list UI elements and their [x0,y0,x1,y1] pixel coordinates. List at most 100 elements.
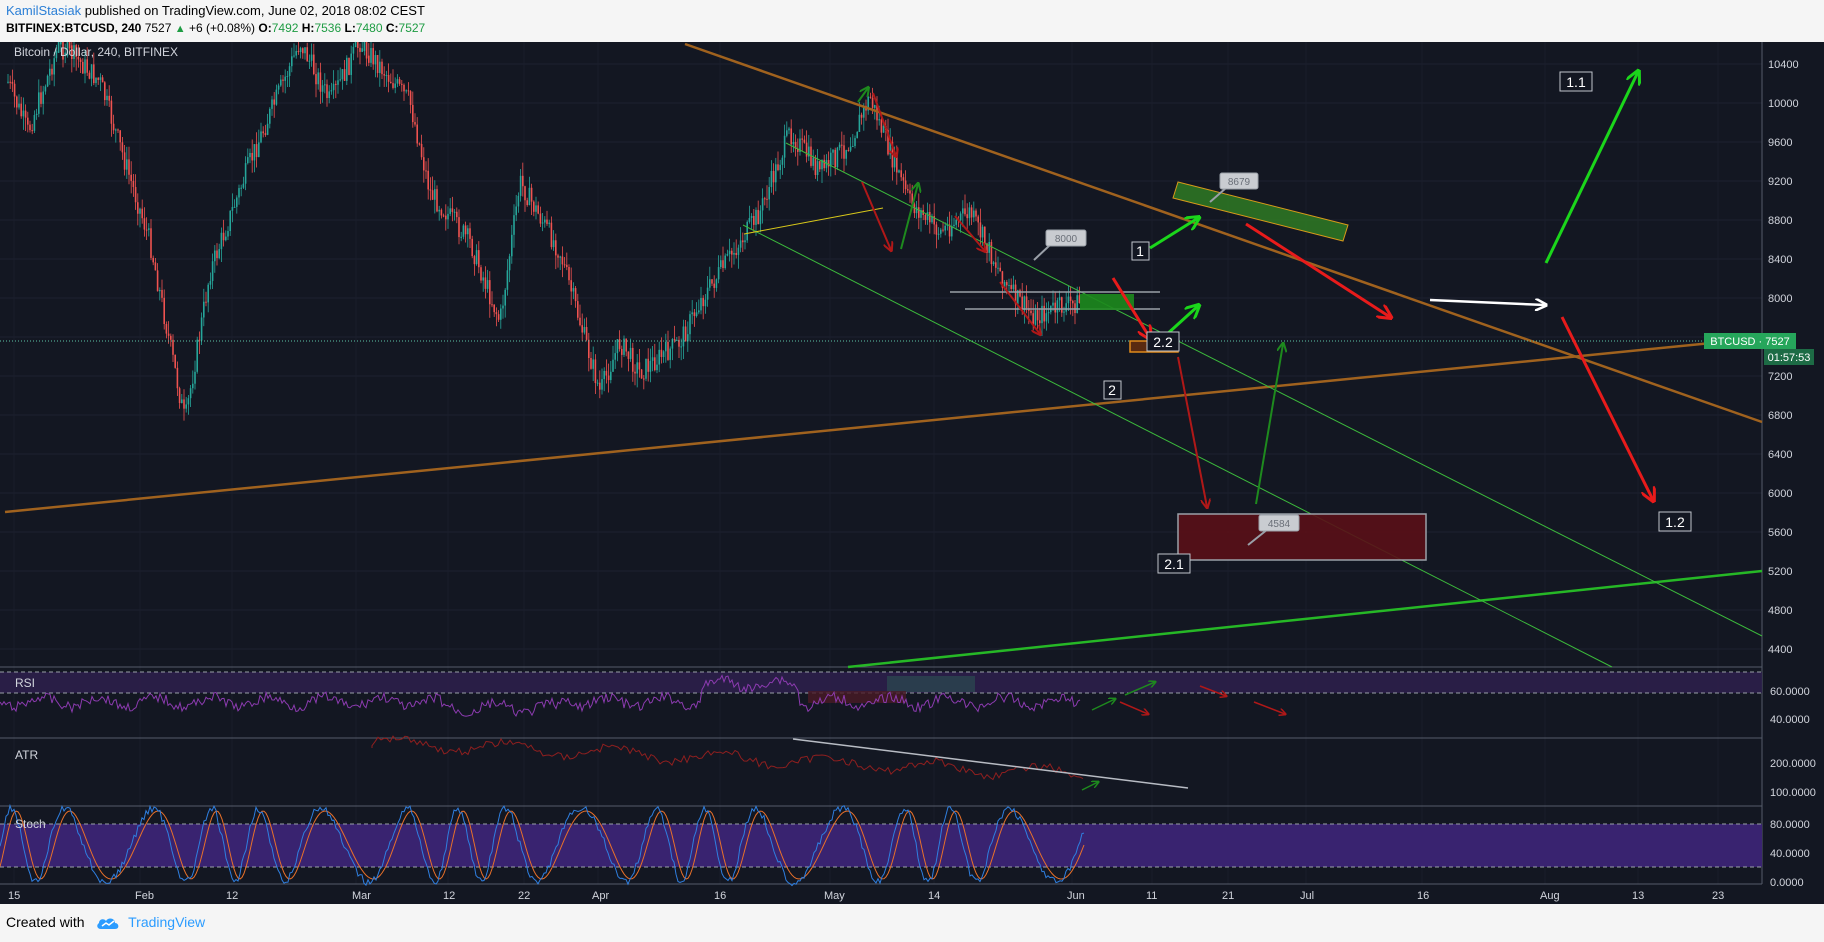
up-arrow[interactable] [1544,72,1638,264]
candle-body [493,304,495,313]
candle-body [132,180,135,188]
label-1-1[interactable]: 1.1 [1559,71,1593,92]
ascending-support-line[interactable] [4,336,1763,514]
callout-8679[interactable]: 8679 [1209,172,1259,203]
rsi-arrow[interactable] [1124,682,1155,696]
neckline[interactable] [743,207,884,235]
label-2[interactable]: 2 [1103,380,1122,400]
candle-body [273,99,275,105]
down-arrow[interactable] [1245,222,1390,317]
candle-body [22,110,25,117]
candle-body [299,48,302,53]
down-arrow[interactable] [1560,316,1653,500]
candle-body [405,90,407,92]
price-tick: 10400 [1768,59,1799,71]
candle-body [713,283,715,288]
candle-body [898,170,900,173]
candle-body [647,358,649,372]
channel-upper-line[interactable] [785,142,1763,637]
candle-body [640,369,643,379]
rsi-arrow[interactable] [1253,701,1285,714]
candle-body [704,299,707,307]
rsi-arrow[interactable] [1119,701,1148,714]
candle-body [79,59,82,62]
callout-8000[interactable]: 8000 [1033,229,1087,261]
label-2-2[interactable]: 2.2 [1146,331,1180,352]
candle-body [502,305,504,309]
candle-body [1054,302,1056,313]
candle-body [557,255,559,258]
price-scale-background[interactable] [1762,42,1824,904]
candle-body [480,267,482,281]
up-arrow[interactable] [1149,218,1198,250]
up-arrow[interactable] [1163,306,1198,338]
channel-lower-line[interactable] [742,224,1613,668]
candle-body [328,91,330,98]
rsi-arrow[interactable] [1091,699,1115,711]
up-arrow[interactable] [1255,344,1283,505]
candle-body [649,360,652,372]
candle-body [832,149,834,153]
candle-body [203,301,205,318]
candle-body [636,362,638,374]
long-term-support-line[interactable] [847,569,1763,669]
candle-body [368,55,370,63]
up-arrow[interactable] [857,88,868,103]
tradingview-link[interactable]: TradingView [128,914,206,930]
down-arrow[interactable] [999,281,1040,334]
candle-body [247,157,249,164]
down-arrow[interactable] [1111,277,1150,338]
candle-body [150,228,152,258]
label-1[interactable]: 1 [1131,241,1150,261]
candle-body [790,128,792,145]
down-arrow[interactable] [872,92,896,156]
candle-body [623,338,625,355]
candle-body [702,297,704,307]
candle-body [86,59,88,73]
chart-background [0,42,1824,904]
label-1-2[interactable]: 1.2 [1658,511,1692,532]
candle-body [31,130,33,132]
svg-text:1.1: 1.1 [1566,74,1586,90]
chart-area[interactable]: 8679 8000 4584 1 1.1 1.2 2 2.1 2.2 Bitco… [0,42,1824,904]
candle-body [964,208,966,215]
candle-body [425,170,427,172]
author-link[interactable]: KamilStasiak [6,3,82,18]
down-arrow[interactable] [954,215,985,251]
candle-body [869,96,872,98]
down-arrow[interactable] [861,181,891,250]
candle-body [310,54,313,61]
candle-body [658,349,660,365]
candle-body [90,64,93,79]
demand-zone-4584[interactable] [1177,513,1427,561]
candle-body [568,267,570,281]
rsi-highlight-box[interactable] [887,676,975,692]
candle-body [409,91,412,105]
down-arrow[interactable] [1177,356,1207,507]
candle-body [497,314,500,320]
candle-body [942,229,944,231]
candle-body [871,97,874,108]
atr-trendline[interactable] [792,738,1189,789]
rsi-arrow[interactable] [1199,685,1226,696]
candle-body [284,76,286,81]
atr-arrow[interactable] [1081,782,1098,791]
sideways-arrow[interactable] [1429,300,1545,305]
candle-body [1023,296,1026,311]
candle-body [306,47,308,62]
candle-body [181,399,183,404]
time-scale[interactable]: 15 Feb 12 Mar 12 22 Apr 16 May 14 Jun 11… [8,890,1724,902]
breakout-zone[interactable] [1080,294,1134,310]
up-arrow[interactable] [900,184,918,250]
label-2-1[interactable]: 2.1 [1157,553,1191,574]
candle-body [68,42,71,49]
candle-body [260,131,262,143]
candle-body [60,42,62,45]
rsi-tick: 60.0000 [1770,686,1810,698]
callout-4584[interactable]: 4584 [1247,514,1300,546]
candle-body [1034,310,1037,325]
date-tick: May [824,890,845,902]
price-change: +6 (+0.08%) [188,21,256,35]
date-tick: 16 [714,890,726,902]
candle-body [720,260,722,268]
